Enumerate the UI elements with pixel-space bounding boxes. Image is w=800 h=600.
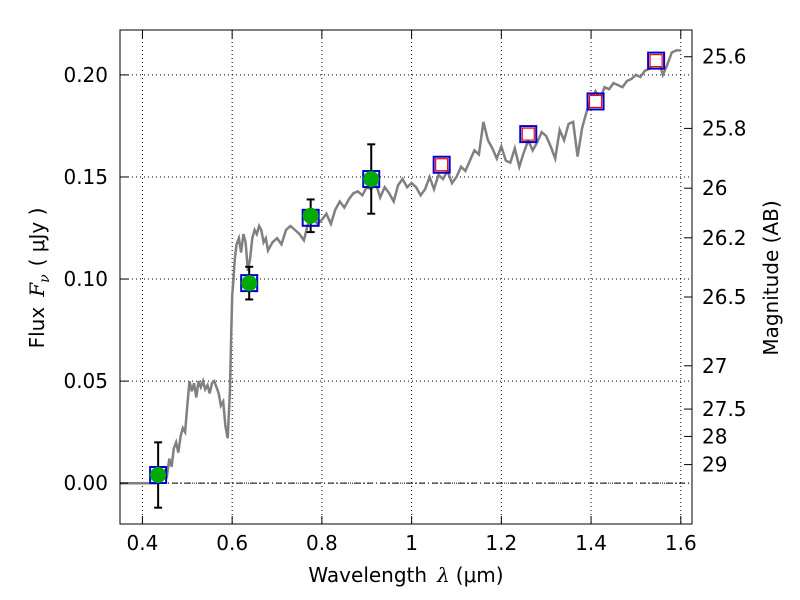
predicted-flux-square <box>649 54 663 68</box>
predicted-flux-square <box>435 158 449 172</box>
observed-flux-point <box>302 207 319 224</box>
model-photometry-square <box>586 92 605 111</box>
x-axis-title-prefix: Wavelength <box>308 563 427 587</box>
model-spectrum-line <box>120 49 681 485</box>
observed-flux-points <box>150 171 380 484</box>
mag-tick-label: 27 <box>702 354 727 378</box>
plot-frame <box>119 29 693 525</box>
x-tick-label: 1.6 <box>665 531 697 555</box>
y-tick-label: 0.00 <box>63 471 108 495</box>
mag-tick-label: 27.5 <box>702 397 747 421</box>
model-photometry-square <box>647 51 666 70</box>
x-tick-label: 0.4 <box>127 531 159 555</box>
x-axis-title: Wavelength λ (μm) <box>308 563 503 587</box>
y-axis-title-unit: ( μJy ) <box>25 208 49 267</box>
x-tick-label: 1 <box>405 531 418 555</box>
axis-ticks: 0.4 0.6 0.8 1 1.2 1.4 1.6 0.00 0.05 0.10 0.15 0.20 2… <box>63 30 747 555</box>
observed-flux-point <box>150 467 167 484</box>
mag-tick-label: 25.8 <box>702 116 747 140</box>
observed-flux-point <box>241 275 258 292</box>
y-tick-label: 0.05 <box>63 369 108 393</box>
error-bars <box>154 143 376 509</box>
x-tick-label: 0.6 <box>216 531 248 555</box>
model-photometry-squares <box>149 51 666 485</box>
mag-tick-label: 28 <box>702 424 727 448</box>
x-axis-title-unit: (μm) <box>456 563 504 587</box>
y-axis-title-symbol: F <box>25 282 49 298</box>
observed-flux-point <box>363 171 380 188</box>
grid <box>120 30 692 524</box>
mag-tick-label: 26 <box>702 176 727 200</box>
predicted-flux-square <box>588 94 603 109</box>
mag-tick-label: 29 <box>702 453 727 477</box>
y-tick-label: 0.20 <box>63 63 108 87</box>
x-tick-label: 0.8 <box>306 531 338 555</box>
x-tick-label: 1.2 <box>485 531 517 555</box>
y-axis-title: Flux Fν ( μJy ) <box>25 208 53 349</box>
mag-tick-label: 26.2 <box>702 226 747 250</box>
model-photometry-square <box>432 155 451 174</box>
y-axis-title-prefix: Flux <box>25 307 49 349</box>
predicted-photometry-squares <box>435 54 663 172</box>
y-tick-label: 0.10 <box>63 267 108 291</box>
x-tick-label: 1.4 <box>575 531 607 555</box>
predicted-flux-square <box>521 127 535 141</box>
x-axis-title-symbol: λ <box>436 563 450 587</box>
y2-axis-title: Magnitude (AB) <box>759 200 783 355</box>
y-tick-label: 0.15 <box>63 165 108 189</box>
mag-tick-label: 26.5 <box>702 285 747 309</box>
model-photometry-square <box>519 125 538 144</box>
y-axis-title-subscript: ν <box>37 274 53 283</box>
mag-tick-label: 25.6 <box>702 45 747 69</box>
